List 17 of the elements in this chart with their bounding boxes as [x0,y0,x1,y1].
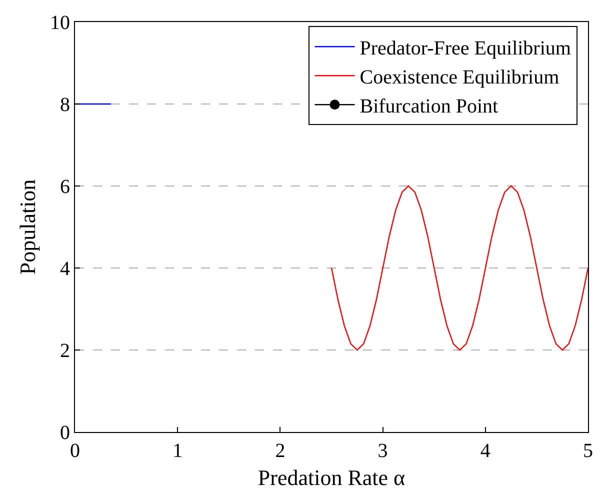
y-tick-label: 8 [60,94,70,116]
y-axis-title: Population [14,179,40,275]
x-axis-title: Predation Rate α [258,464,406,490]
y-tick-label: 10 [50,12,70,34]
legend-label: Bifurcation Point [360,95,499,118]
y-tick-label: 6 [60,176,70,198]
y-tick-label: 0 [60,422,70,444]
x-tick-label: 5 [583,440,593,462]
legend-label: Coexistence Equilibrium [360,66,560,88]
legend-label: Predator-Free Equilibrium [360,37,572,60]
x-tick-label: 4 [480,440,490,462]
x-tick-label: 2 [275,440,286,462]
x-tick-label: 1 [172,440,183,462]
x-tick-label: 3 [378,440,388,462]
y-tick-label: 2 [60,340,70,362]
y-tick-label: 4 [60,258,70,280]
line-series [330,185,588,351]
